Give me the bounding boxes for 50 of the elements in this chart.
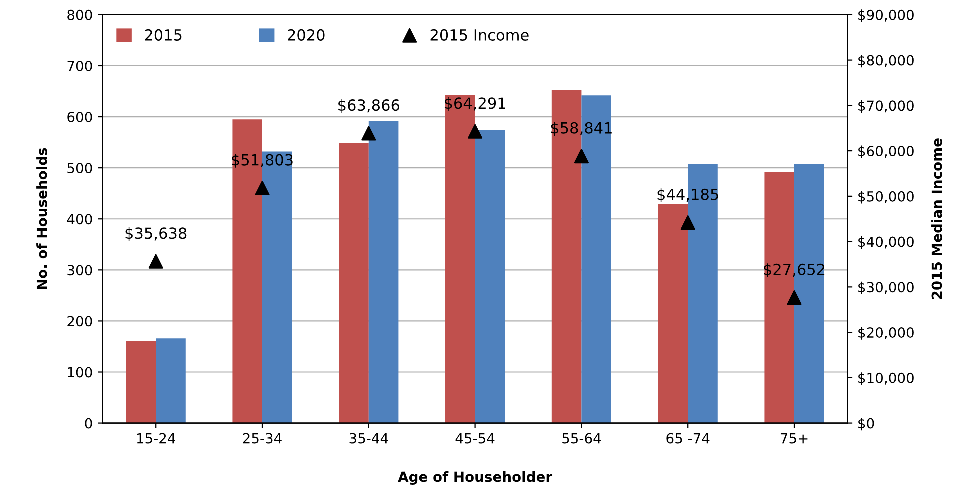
y-tick-label: 200: [68, 316, 92, 327]
y-axis-title: No. of Households: [36, 148, 48, 290]
point: [468, 124, 483, 139]
legend-label: 2015: [145, 29, 182, 41]
y2-tick-label: $20,000: [858, 327, 914, 340]
y2-tick-label: $30,000: [858, 282, 914, 294]
y2-tick-label: $0: [858, 418, 874, 431]
y2-tick-label: $70,000: [858, 100, 914, 114]
y-tick-label: 300: [68, 265, 92, 276]
point: [148, 254, 164, 269]
bar: [339, 143, 369, 424]
y2-tick-label: $80,000: [858, 55, 914, 68]
x-axis-title: Age of Householder: [398, 471, 553, 486]
point: [255, 180, 270, 196]
data-label: $63,866: [338, 99, 400, 114]
x-tick-label: 35-44: [350, 433, 388, 444]
bar: [658, 204, 688, 424]
y-tick-label: 800: [68, 10, 92, 20]
legend-label: 2015 Income: [430, 29, 529, 41]
data-label: $51,803: [232, 154, 293, 168]
x-tick-label: 65 -74: [666, 433, 710, 444]
point: [574, 149, 589, 164]
y-tick-label: 700: [68, 60, 92, 72]
y2-tick-label: $50,000: [858, 191, 914, 204]
x-tick-label: 25-34: [243, 433, 282, 444]
data-label: $58,841: [551, 122, 612, 136]
x-tick-label: 55-64: [562, 433, 602, 444]
y-tick-label: 600: [68, 112, 92, 123]
y2-tick-label: $60,000: [858, 146, 914, 158]
x-tick-label: 15-24: [137, 433, 176, 444]
bar: [156, 338, 186, 424]
y-tick-label: 400: [67, 214, 92, 225]
data-label: $27,652: [764, 264, 825, 278]
x-tick-label: 75+: [780, 433, 808, 444]
bar: [475, 130, 506, 424]
y2-tick-label: $10,000: [858, 372, 914, 386]
bar: [126, 341, 156, 424]
y2-tick-label: $90,000: [858, 10, 914, 22]
y-tick-label: 500: [68, 163, 92, 174]
point: [362, 126, 376, 141]
data-label: $35,638: [126, 227, 187, 242]
point: [787, 290, 802, 306]
legend-label: 2020: [288, 29, 325, 41]
point: [680, 216, 696, 230]
y-tick-label: 100: [68, 367, 92, 378]
bar: [368, 121, 399, 424]
y2-axis-title: 2015 Median Income: [932, 138, 942, 300]
y-tick-label: 0: [85, 418, 92, 429]
x-tick-label: 45-54: [456, 433, 495, 444]
y2-tick-label: $40,000: [858, 236, 914, 250]
